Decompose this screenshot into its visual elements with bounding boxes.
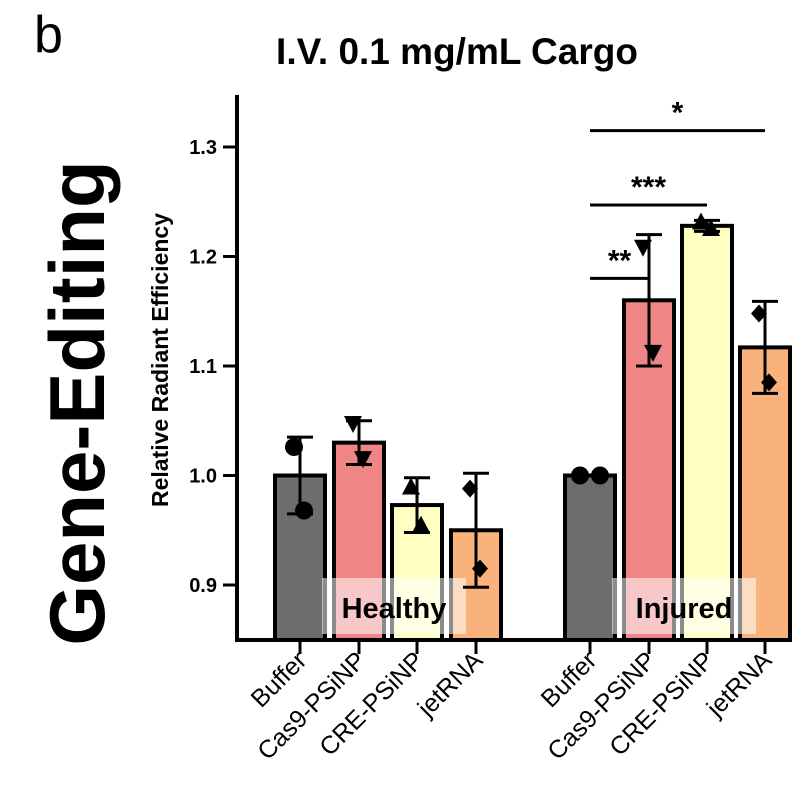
data-point [412, 515, 430, 533]
chart-title: I.V. 0.1 mg/mL Cargo [276, 31, 638, 72]
data-point [692, 212, 710, 230]
data-point [344, 416, 362, 434]
group-label: Healthy [342, 593, 447, 625]
y-tick-label: 1.1 [189, 356, 217, 378]
data-point [634, 239, 652, 257]
y-tick-label: 1.0 [189, 466, 217, 488]
group-label: Injured [636, 593, 733, 625]
plot-area: Healthy Injured0.91.01.11.21.3BufferCas9-… [189, 95, 792, 765]
y-axis-label: Relative Radiant Efficiency [147, 213, 173, 507]
data-point [761, 373, 777, 392]
data-point [354, 451, 372, 469]
data-point [462, 479, 478, 498]
significance-label: ** [608, 244, 632, 277]
data-point [571, 466, 589, 485]
significance-label: *** [631, 171, 666, 204]
side-title: Gene-Editing [33, 160, 121, 645]
x-tick-label: jetRNA [701, 646, 778, 723]
bar [680, 223, 734, 642]
data-point [285, 438, 303, 457]
data-point [751, 304, 767, 323]
data-point [295, 501, 313, 520]
data-point [702, 219, 720, 237]
bar [738, 345, 792, 642]
bar [563, 473, 617, 642]
group-label-box [322, 578, 466, 634]
x-tick-label: jetRNA [412, 646, 489, 723]
y-tick-label: 1.3 [189, 137, 217, 159]
data-point [644, 344, 662, 362]
panel-letter: b [34, 6, 63, 64]
significance-label: * [672, 97, 684, 130]
y-tick-label: 0.9 [189, 575, 217, 597]
group-label-box [612, 578, 756, 634]
data-point [472, 559, 488, 578]
data-point [402, 477, 420, 495]
y-tick-label: 1.2 [189, 247, 217, 269]
data-point [591, 466, 609, 485]
